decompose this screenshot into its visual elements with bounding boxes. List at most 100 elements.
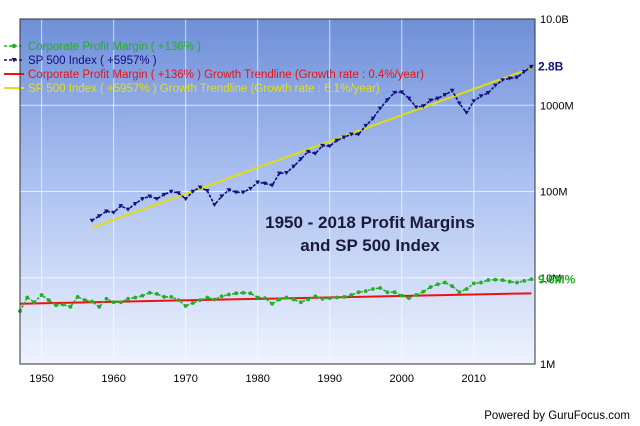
profit-margin-point xyxy=(349,293,354,297)
sp500-point xyxy=(240,190,246,195)
profit-margin-point xyxy=(226,292,231,297)
sp500-point xyxy=(183,197,189,202)
x-tick-label: 1980 xyxy=(245,373,269,385)
sp500-point xyxy=(233,190,239,195)
profit-margin-point xyxy=(507,279,512,284)
profit-margin-point xyxy=(25,295,30,300)
sp500-point xyxy=(89,218,95,223)
profit-margin-point xyxy=(54,303,58,308)
series-end-label: 2.8B xyxy=(538,60,564,74)
profit-margin-point xyxy=(486,278,491,282)
profit-margin-point xyxy=(118,300,123,305)
sp500-point xyxy=(104,209,109,214)
profit-margin-point xyxy=(457,290,462,295)
sp500-point xyxy=(298,157,304,162)
sp500-point xyxy=(140,197,145,202)
legend-entry: Corporate Profit Margin ( +136% ) Growth… xyxy=(28,69,424,81)
profit-margin-point xyxy=(90,299,94,304)
powered-by-credit[interactable]: Powered by GuruFocus.com xyxy=(484,410,630,422)
profit-margin-point xyxy=(371,287,375,291)
sp500-point xyxy=(118,204,124,209)
profit-margin-point xyxy=(342,294,347,299)
profit-margin-point xyxy=(39,293,44,297)
x-tick-label: 2000 xyxy=(390,373,414,385)
profit-margin-point xyxy=(392,290,397,295)
sp500-point xyxy=(377,106,383,111)
sp500-point xyxy=(269,183,275,188)
x-tick-label: 1960 xyxy=(101,373,125,385)
y-tick-label: 10.0B xyxy=(540,14,569,26)
profit-margin-point xyxy=(284,295,289,300)
x-tick-label: 1950 xyxy=(29,373,53,385)
sp500-point xyxy=(384,98,390,103)
sp500-point xyxy=(262,181,268,186)
sp500-point xyxy=(212,203,217,208)
sp500-point xyxy=(435,96,441,101)
sp500-point xyxy=(464,110,469,115)
profit-margin-point xyxy=(335,295,339,300)
profit-margin-point xyxy=(61,302,66,307)
gridlines xyxy=(20,19,535,364)
sp500-point xyxy=(471,99,477,104)
sp500-point xyxy=(305,149,311,154)
legend-entry: SP 500 Index ( +5957% ) Growth Trendline… xyxy=(28,83,380,95)
end-labels: 2.8B 9.6M% xyxy=(538,60,576,287)
profit-margin-point xyxy=(183,304,188,308)
sp500-point xyxy=(161,192,167,197)
legend: Corporate Profit Margin ( +136% ) SP 500 … xyxy=(4,41,424,95)
sp500-point xyxy=(327,144,333,149)
legend-entry: Corporate Profit Margin ( +136% ) xyxy=(28,41,201,53)
y-tick-label: 1M xyxy=(540,359,555,371)
sp500-point xyxy=(428,98,433,103)
sp500-point xyxy=(219,194,225,199)
profit-margin-point xyxy=(479,280,483,285)
chart-title-line-1: 1950 - 2018 Profit Margins xyxy=(265,213,475,232)
profit-margin-point xyxy=(464,287,469,291)
profit-margin-point xyxy=(32,300,37,305)
profit-margin-point xyxy=(270,301,274,306)
profit-margin-point xyxy=(443,280,447,285)
profit-margin-point xyxy=(248,291,253,296)
profit-margin-point xyxy=(104,296,109,301)
trendline xyxy=(19,292,532,305)
sp500-point xyxy=(514,75,520,80)
profit-margin-point xyxy=(291,297,296,302)
profit-margin-point xyxy=(363,289,368,294)
sp500-point xyxy=(226,188,232,193)
sp500-point xyxy=(204,188,210,193)
sp500-point xyxy=(492,83,498,88)
profit-margin-point xyxy=(500,278,505,282)
sp500-point xyxy=(363,123,369,128)
profit-margin-point xyxy=(219,294,224,299)
sp500-point xyxy=(291,164,297,169)
profit-margin-point xyxy=(241,290,246,295)
sp500-point xyxy=(96,214,102,219)
y-tick-label: 100M xyxy=(540,187,568,199)
legend-marker xyxy=(11,58,17,63)
sp500-point xyxy=(413,105,419,110)
series-line xyxy=(91,66,532,222)
sp500-point xyxy=(190,189,196,194)
sp500-point xyxy=(500,78,505,83)
profit-margin-point xyxy=(133,295,138,300)
profit-margin-point xyxy=(414,293,419,297)
x-tick-label: 1990 xyxy=(317,373,341,385)
sp500-point xyxy=(420,104,426,109)
sp500-point xyxy=(168,189,174,194)
sp500-point xyxy=(442,93,448,98)
sp500-point xyxy=(125,207,131,212)
profit-margin-point xyxy=(522,278,527,283)
x-tick-label: 1970 xyxy=(173,373,197,385)
sp500-point xyxy=(248,186,253,191)
sp500-point xyxy=(456,101,462,106)
profit-margin-point xyxy=(154,291,159,296)
profit-margin-point xyxy=(198,298,202,303)
profit-margin-point xyxy=(435,282,440,287)
profit-margin-point xyxy=(190,301,195,305)
profit-margin-point xyxy=(421,289,426,294)
sp500-point xyxy=(478,94,484,99)
profit-margin-point xyxy=(234,291,238,296)
profit-margin-point xyxy=(111,300,116,305)
profit-margin-point xyxy=(262,296,267,301)
series-end-label: 9.6M% xyxy=(538,272,576,286)
